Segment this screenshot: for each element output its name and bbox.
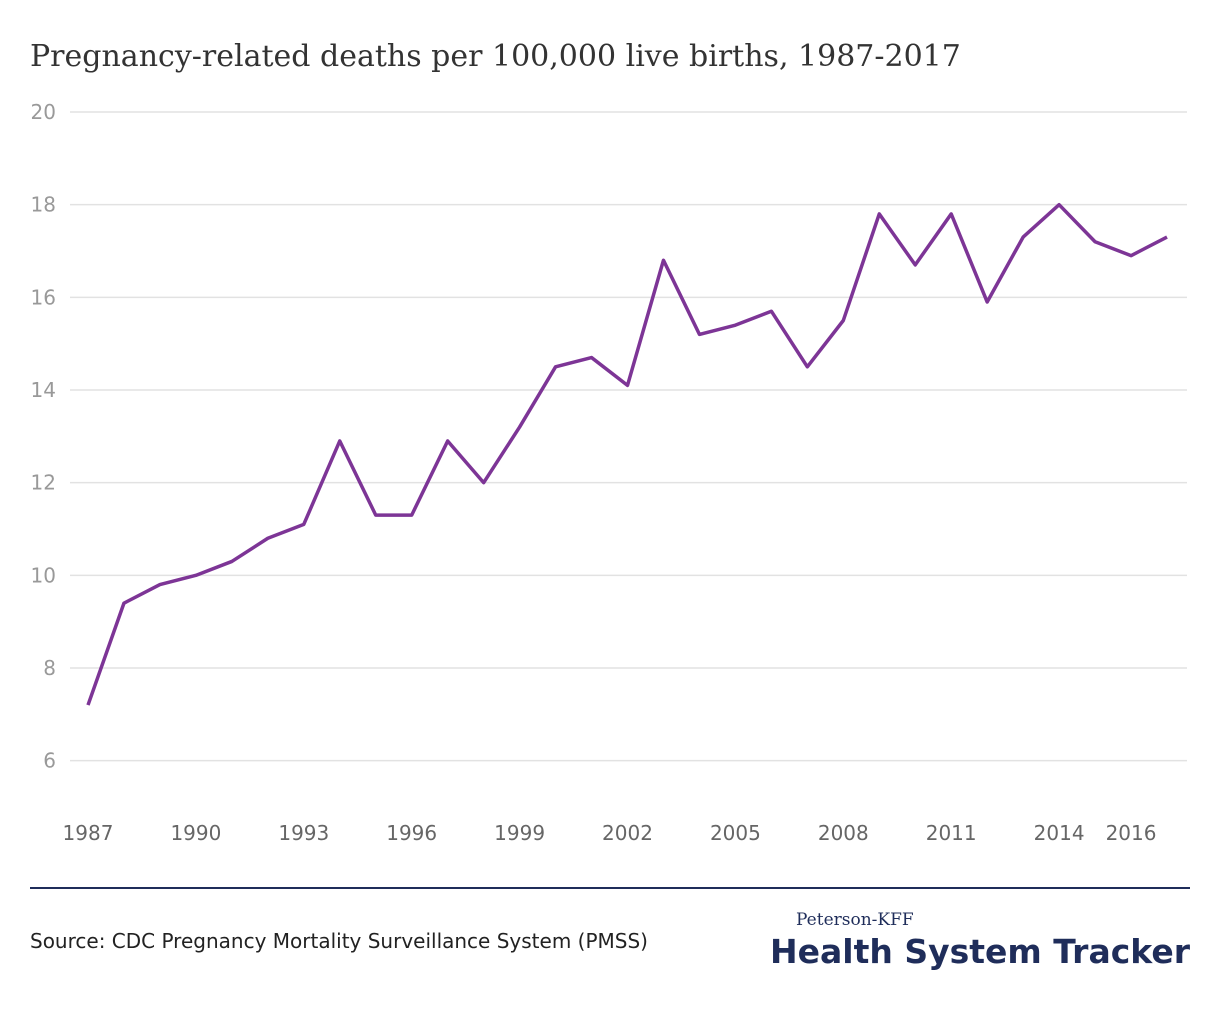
x-tick-label: 2014 xyxy=(1034,821,1085,845)
x-tick-label: 2016 xyxy=(1106,821,1157,845)
x-tick-label: 1996 xyxy=(386,821,437,845)
x-tick-label: 1993 xyxy=(278,821,329,845)
y-tick-label: 10 xyxy=(31,563,56,587)
y-tick-label: 8 xyxy=(43,656,56,680)
x-tick-label: 2002 xyxy=(602,821,653,845)
y-tick-label: 20 xyxy=(31,100,56,124)
x-tick-label: 1990 xyxy=(170,821,221,845)
source: Source: CDC Pregnancy Mortality Surveill… xyxy=(30,929,648,953)
y-tick-label: 14 xyxy=(31,378,56,402)
chart-title: Pregnancy-related deaths per 100,000 liv… xyxy=(30,39,961,74)
x-tick-label: 1987 xyxy=(63,821,114,845)
x-tick-label: 2011 xyxy=(926,821,977,845)
x-tick-label: 2005 xyxy=(710,821,761,845)
y-tick-label: 6 xyxy=(43,749,56,773)
x-tick-label: 1999 xyxy=(494,821,545,845)
x-tick-label: 2008 xyxy=(818,821,869,845)
y-tick-label: 12 xyxy=(31,471,56,495)
y-tick-label: 18 xyxy=(31,193,56,217)
brand-top: Peterson-KFF xyxy=(796,910,914,930)
data-line xyxy=(86,202,1168,706)
y-tick-label: 16 xyxy=(31,285,56,309)
brand-main: Health System Tracker xyxy=(770,932,1191,971)
